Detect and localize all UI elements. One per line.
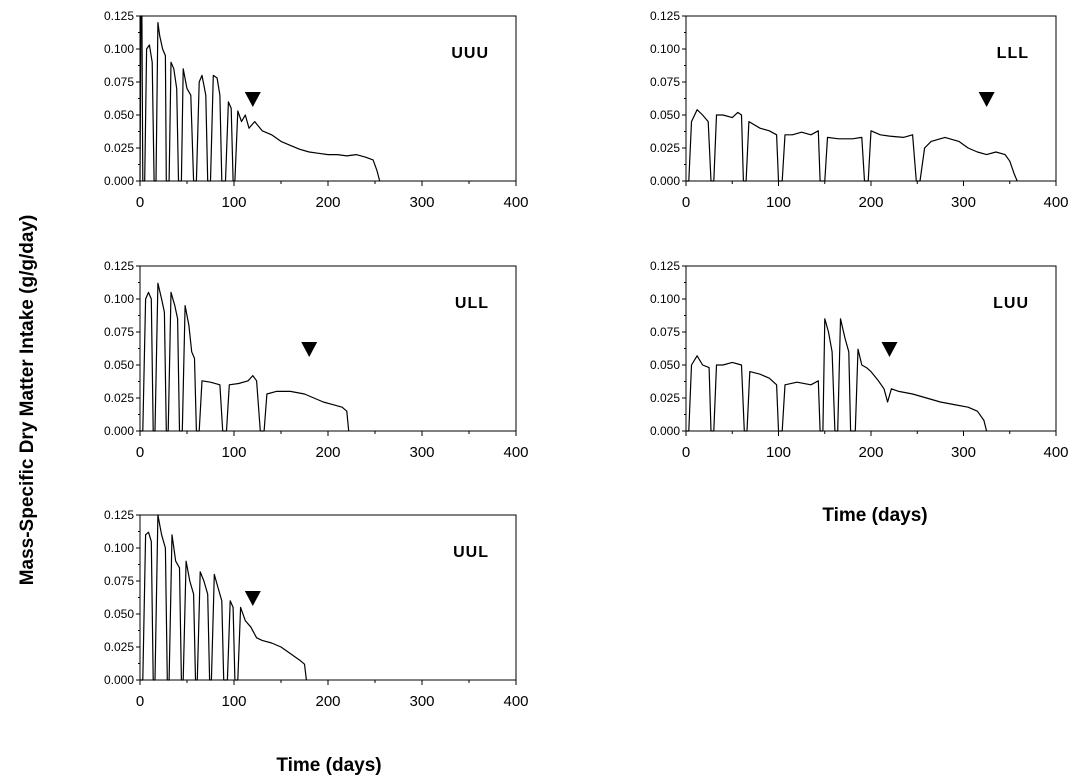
plot-frame — [685, 15, 1057, 182]
series-line-lll — [686, 109, 1018, 182]
y-tick-label: 0.000 — [650, 174, 680, 188]
y-tick-label: 0.000 — [104, 424, 134, 438]
y-tick-label: 0.050 — [104, 607, 134, 621]
marker-triangle — [244, 92, 261, 107]
y-tick-label: 0.050 — [650, 358, 680, 372]
x-tick-label: 0 — [682, 444, 690, 461]
x-tick-label: 100 — [221, 444, 246, 461]
plot-frame — [139, 514, 517, 681]
y-tick-label: 0.025 — [104, 640, 134, 654]
y-tick-label: 0.100 — [104, 42, 134, 56]
x-tick-label: 0 — [136, 693, 144, 710]
x-tick-label: 400 — [503, 444, 528, 461]
y-tick-label: 0.100 — [650, 42, 680, 56]
x-tick-label: 400 — [503, 693, 528, 710]
x-tick-label: 300 — [951, 194, 976, 211]
y-tick-label: 0.100 — [650, 292, 680, 306]
y-tick-label: 0.125 — [104, 9, 134, 23]
marker-triangle — [881, 342, 898, 357]
series-line-uuu — [139, 15, 381, 182]
x-tick-label: 400 — [1043, 194, 1068, 211]
marker-triangle — [978, 92, 995, 107]
series-line-uul — [140, 514, 307, 681]
y-tick-label: 0.075 — [104, 574, 134, 588]
y-tick-label: 0.050 — [104, 358, 134, 372]
panel-label: LUU — [993, 295, 1029, 312]
plot-frame — [685, 265, 1057, 432]
series-line-ull — [140, 282, 350, 432]
panel-luu: 0.000 0.025 0.050 0.075 0.100 0.125 0 100 200 300… — [650, 259, 1069, 461]
x-tick-label: 200 — [315, 194, 340, 211]
y-tick-label: 0.000 — [104, 174, 134, 188]
x-tick-label: 100 — [766, 194, 791, 211]
series-line-luu — [686, 318, 988, 432]
x-tick-label: 400 — [1043, 444, 1068, 461]
x-tick-label: 300 — [409, 444, 434, 461]
panel-label: UUU — [451, 45, 489, 62]
y-tick-label: 0.100 — [104, 541, 134, 555]
x-tick-label: 300 — [409, 693, 434, 710]
x-tick-label: 200 — [315, 693, 340, 710]
x-tick-label: 300 — [951, 444, 976, 461]
x-tick-label: 400 — [503, 194, 528, 211]
y-tick-label: 0.125 — [650, 259, 680, 273]
x-tick-label: 100 — [766, 444, 791, 461]
x-axis-title-right: Time (days) — [822, 505, 927, 526]
x-tick-label: 0 — [136, 444, 144, 461]
panel-uuu: 0.000 0.025 0.050 0.075 0.100 0.125 0 100 200 300… — [104, 9, 529, 211]
x-tick-label: 200 — [858, 194, 883, 211]
y-tick-label: 0.125 — [104, 508, 134, 522]
y-tick-label: 0.075 — [650, 75, 680, 89]
panels: 0.000 0.025 0.050 0.075 0.100 0.125 0 100 200 300… — [104, 9, 1069, 710]
panel-label: LLL — [997, 45, 1029, 62]
y-tick-label: 0.025 — [104, 391, 134, 405]
x-tick-label: 0 — [136, 194, 144, 211]
marker-triangle — [244, 591, 261, 606]
y-tick-label: 0.050 — [104, 108, 134, 122]
y-tick-label: 0.100 — [104, 292, 134, 306]
y-tick-label: 0.025 — [104, 141, 134, 155]
y-tick-label: 0.075 — [650, 325, 680, 339]
plot-frame — [139, 265, 517, 432]
x-tick-label: 200 — [858, 444, 883, 461]
panel-lll: 0.000 0.025 0.050 0.075 0.100 0.125 0 100 200 300… — [650, 9, 1069, 211]
y-tick-label: 0.025 — [650, 391, 680, 405]
y-axis-title: Mass-Specific Dry Matter Intake (g/g/day… — [17, 215, 38, 586]
x-axis-title-left: Time (days) — [276, 755, 381, 776]
panel-uul: 0.000 0.025 0.050 0.075 0.100 0.125 0 100 200 300… — [104, 508, 529, 710]
y-tick-label: 0.050 — [650, 108, 680, 122]
y-tick-label: 0.000 — [650, 424, 680, 438]
x-tick-label: 100 — [221, 693, 246, 710]
y-tick-label: 0.000 — [104, 673, 134, 687]
y-tick-label: 0.025 — [650, 141, 680, 155]
panel-label: UUL — [453, 544, 489, 561]
y-tick-label: 0.125 — [104, 259, 134, 273]
x-tick-label: 300 — [409, 194, 434, 211]
y-tick-label: 0.125 — [650, 9, 680, 23]
marker-triangle — [301, 342, 318, 357]
y-tick-label: 0.075 — [104, 75, 134, 89]
x-tick-label: 100 — [221, 194, 246, 211]
panel-ull: 0.000 0.025 0.050 0.075 0.100 0.125 0 100 200 300… — [104, 259, 529, 461]
x-tick-label: 200 — [315, 444, 340, 461]
y-tick-label: 0.075 — [104, 325, 134, 339]
plot-frame — [139, 15, 517, 182]
panel-label: ULL — [455, 295, 489, 312]
x-tick-label: 0 — [682, 194, 690, 211]
